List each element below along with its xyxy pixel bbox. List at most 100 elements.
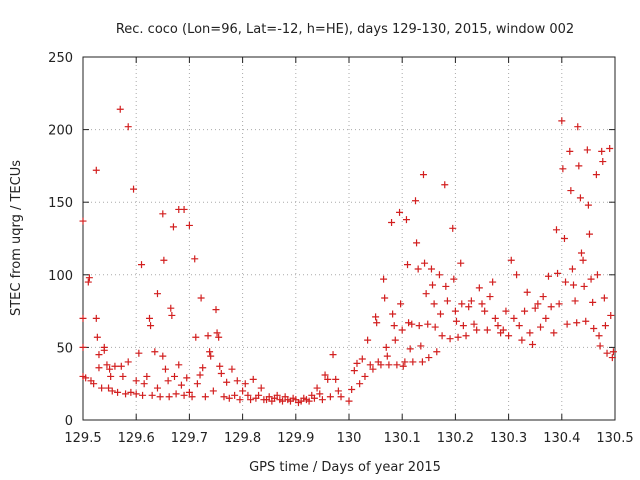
data-point: [418, 358, 426, 366]
data-point: [408, 320, 416, 328]
data-point: [382, 343, 390, 351]
data-point: [595, 332, 603, 340]
data-point: [132, 377, 140, 385]
data-point: [160, 256, 168, 264]
data-point: [473, 326, 481, 334]
data-point: [393, 361, 401, 369]
data-point: [483, 326, 491, 334]
data-point: [361, 372, 369, 380]
data-point: [199, 364, 207, 372]
data-point: [431, 323, 439, 331]
data-point: [596, 342, 604, 350]
data-point: [147, 322, 155, 330]
data-point: [592, 171, 600, 179]
data-point: [583, 146, 591, 154]
data-point: [390, 322, 398, 330]
data-point: [437, 310, 445, 318]
data-point: [380, 275, 388, 283]
data-point: [589, 298, 597, 306]
data-point: [406, 345, 414, 353]
data-point: [486, 293, 494, 301]
data-point: [391, 336, 399, 344]
data-point: [197, 294, 205, 302]
data-point: [196, 371, 204, 379]
data-point: [215, 333, 223, 341]
data-point: [397, 300, 405, 308]
data-point: [140, 380, 148, 388]
data-point: [191, 255, 199, 263]
data-point: [321, 371, 329, 379]
data-point: [107, 372, 115, 380]
data-point: [424, 320, 432, 328]
data-point: [415, 322, 423, 330]
data-point: [491, 314, 499, 322]
data-point: [111, 362, 119, 370]
axis-ticks: 129.5 129.6 129.7 129.8 129.9 130 130.1 130.2 13…: [48, 51, 633, 446]
data-point: [481, 307, 489, 315]
x-tick-label: 130: [337, 431, 362, 446]
data-point: [451, 307, 459, 315]
data-point: [180, 391, 188, 399]
data-point: [442, 282, 450, 290]
data-point: [82, 374, 90, 382]
data-point: [489, 278, 497, 286]
data-point: [450, 275, 458, 283]
data-point: [389, 310, 397, 318]
data-point: [212, 306, 220, 314]
data-point: [103, 361, 111, 369]
data-point: [329, 351, 337, 359]
data-point: [454, 333, 462, 341]
x-tick-label: 129.5: [64, 431, 101, 446]
x-tick-label: 129.7: [171, 431, 208, 446]
data-point: [201, 393, 209, 401]
data-point: [310, 394, 318, 402]
data-point: [366, 361, 374, 369]
data-point: [372, 313, 380, 321]
data-point: [599, 158, 607, 166]
data-point: [609, 348, 617, 356]
data-point: [348, 386, 356, 394]
data-point: [332, 375, 340, 383]
data-point: [369, 365, 377, 373]
data-point: [552, 226, 560, 234]
data-point: [167, 304, 175, 312]
x-tick-label: 130.5: [596, 431, 633, 446]
data-point: [537, 323, 545, 331]
x-tick-label: 129.9: [277, 431, 314, 446]
data-point: [398, 326, 406, 334]
data-point: [443, 297, 451, 305]
data-point: [388, 219, 396, 227]
data-point: [364, 336, 372, 344]
data-point: [223, 378, 231, 386]
data-point: [247, 396, 255, 404]
data-point: [457, 259, 465, 267]
data-point: [228, 365, 236, 373]
data-point: [95, 351, 103, 359]
y-tick-label: 150: [48, 196, 73, 211]
data-point: [417, 342, 425, 350]
data-point: [239, 387, 247, 395]
data-point: [505, 332, 513, 340]
data-point: [570, 281, 578, 289]
data-point: [449, 224, 457, 232]
data-point: [185, 221, 193, 229]
data-point: [515, 322, 523, 330]
data-point: [100, 346, 108, 354]
data-point: [122, 390, 130, 398]
data-point: [165, 393, 173, 401]
y-tick-label: 50: [56, 341, 73, 356]
data-point: [273, 391, 281, 399]
x-tick-label: 129.6: [118, 431, 155, 446]
data-point: [151, 348, 159, 356]
data-point: [560, 235, 568, 242]
data-point: [90, 380, 98, 388]
data-point: [132, 390, 140, 398]
data-point: [598, 147, 606, 155]
data-point: [358, 355, 366, 363]
data-point: [305, 397, 313, 405]
data-point: [220, 393, 228, 401]
data-point: [95, 364, 103, 372]
data-point: [116, 105, 124, 113]
y-tick-label: 100: [48, 269, 73, 284]
data-point: [127, 388, 135, 396]
